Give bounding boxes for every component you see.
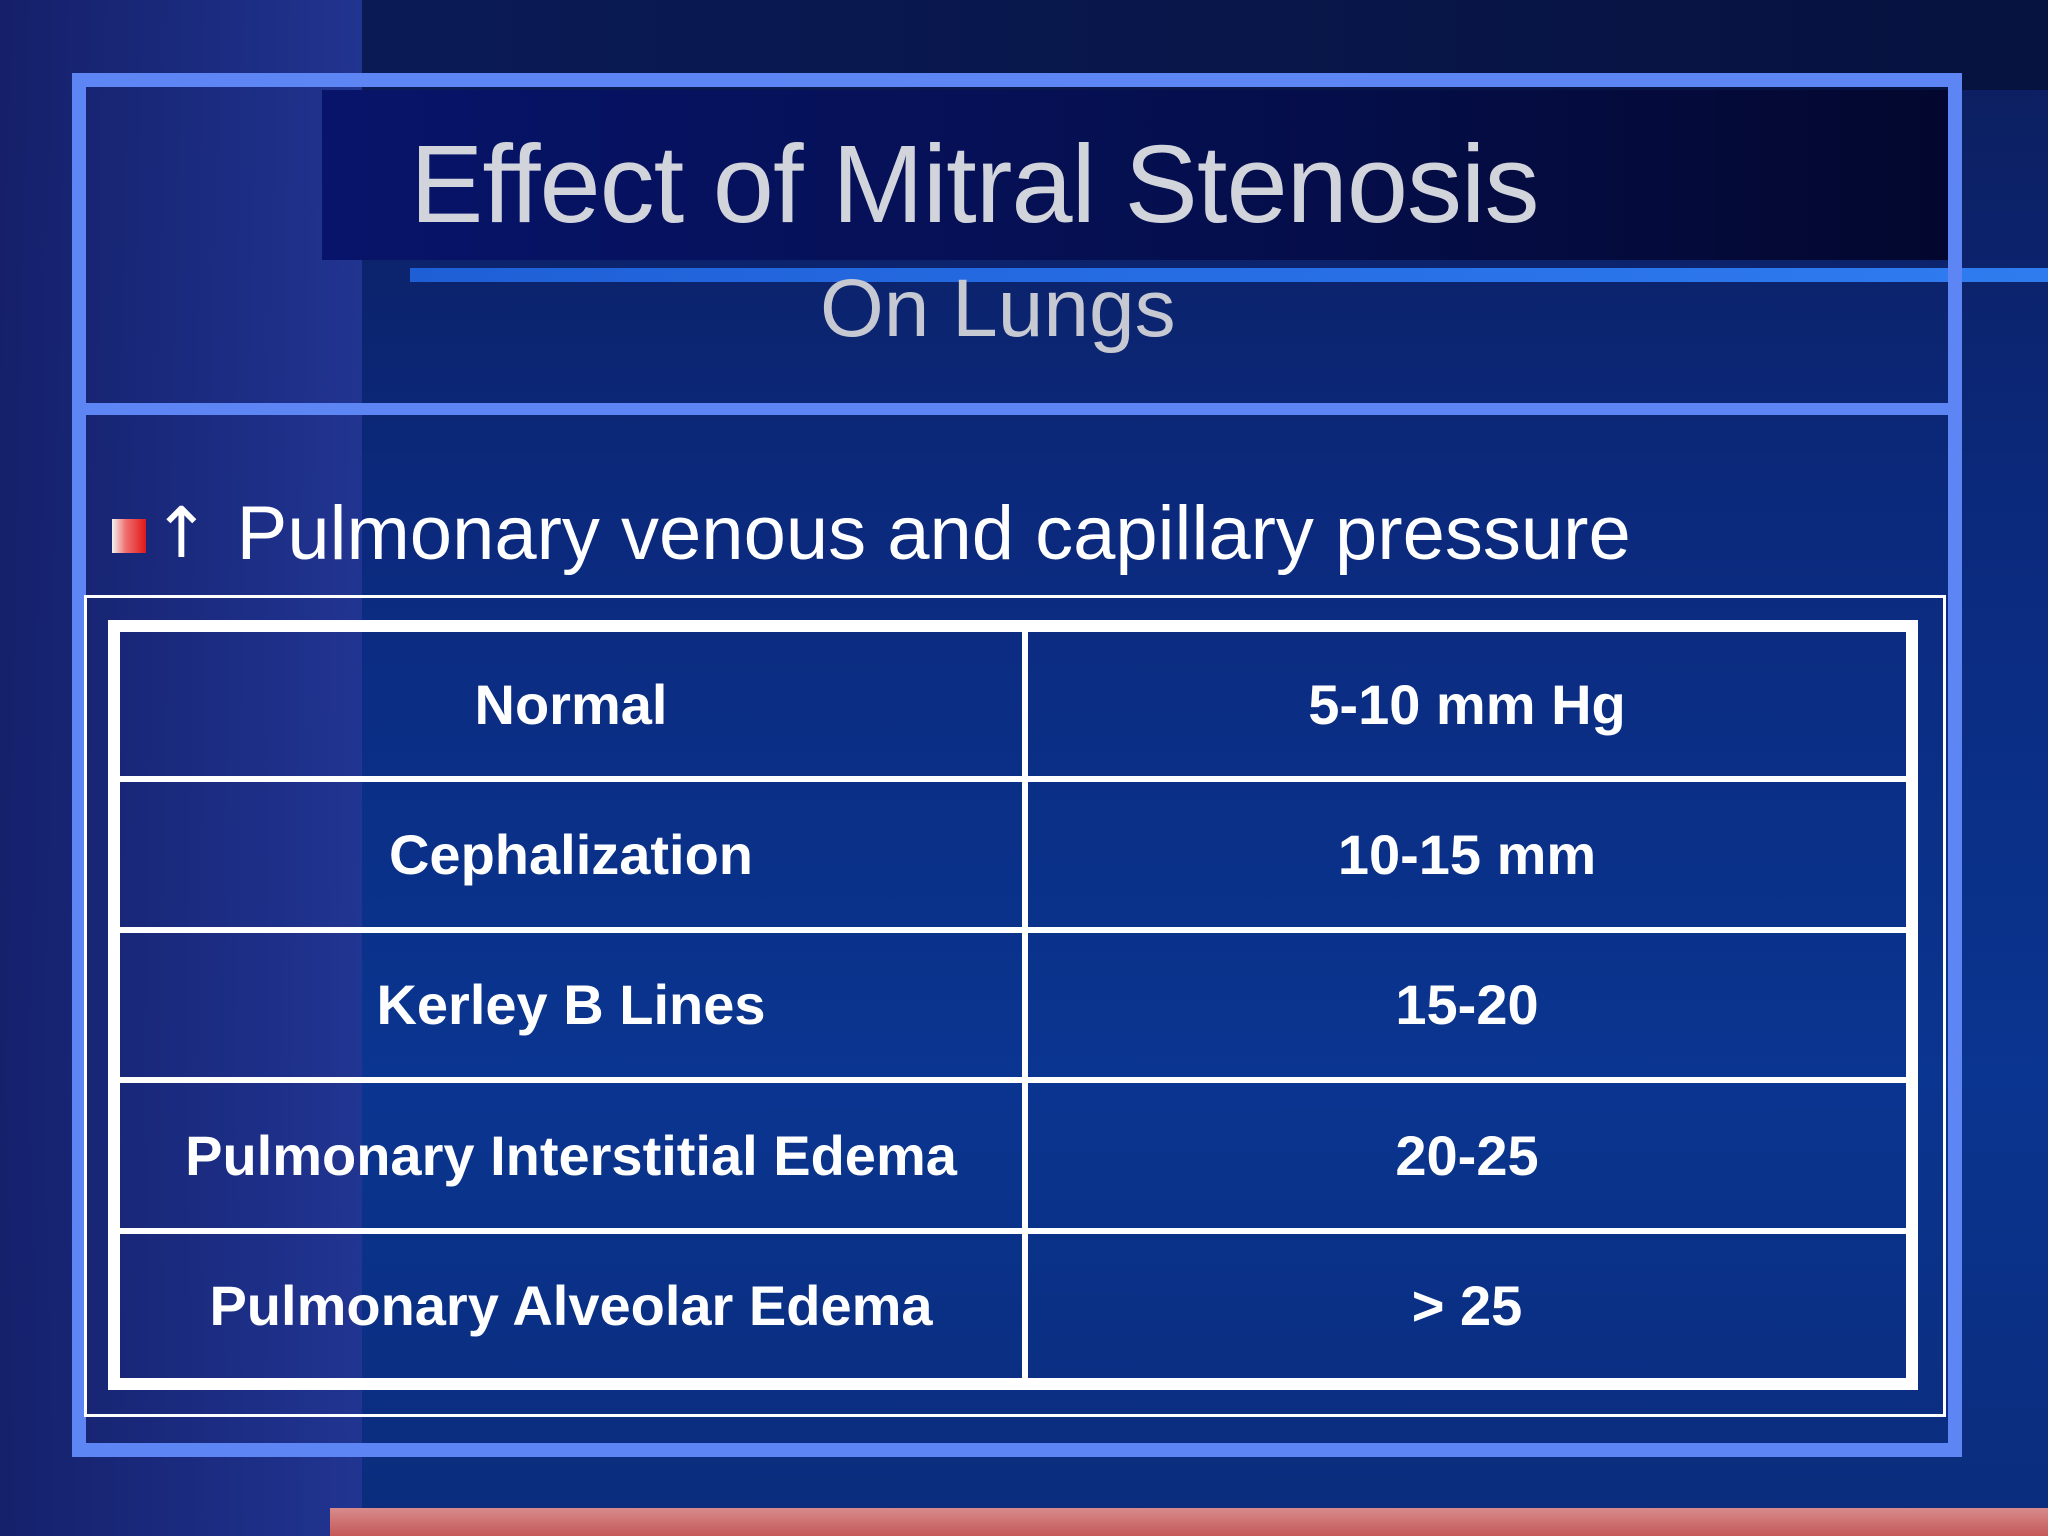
table-cell-label: Cephalization [114,776,1028,933]
table-row: Pulmonary Interstitial Edema 20-25 [114,1077,1912,1234]
table-row: Cephalization 10-15 mm [114,776,1912,933]
table-cell-label: Pulmonary Interstitial Edema [114,1077,1028,1234]
title-band [322,90,1962,260]
pressure-table: Normal 5-10 mm Hg Cephalization 10-15 mm… [108,620,1918,1390]
table-outer-border [84,595,1946,1417]
table-cell-value: 10-15 mm [1022,776,1912,933]
table-cell-label: Kerley B Lines [114,926,1028,1084]
table-cell-value: > 25 [1022,1227,1912,1385]
frame-divider [72,403,1962,415]
slide-subtitle: On Lungs [820,263,1176,354]
table-cell-value: 5-10 mm Hg [1022,625,1912,783]
table-row: Pulmonary Alveolar Edema > 25 [114,1227,1912,1385]
bullet-text: Pulmonary venous and capillary pressure [236,490,1631,576]
bottom-accent-line [330,1508,2048,1536]
bullet-item: ↑ Pulmonary venous and capillary pressur… [112,488,1631,578]
title-underline [410,268,2048,282]
slide-frame [72,73,1962,1457]
table-row: Kerley B Lines 15-20 [114,926,1912,1084]
table-row: Normal 5-10 mm Hg [114,625,1912,783]
table-cell-value: 20-25 [1022,1077,1912,1234]
table-cell-label: Normal [114,625,1028,783]
up-arrow-icon: ↑ [152,492,211,574]
bullet-square-icon [112,519,146,553]
slide-title: Effect of Mitral Stenosis [410,123,1539,246]
table-cell-label: Pulmonary Alveolar Edema [114,1227,1028,1385]
table-cell-value: 15-20 [1022,926,1912,1084]
